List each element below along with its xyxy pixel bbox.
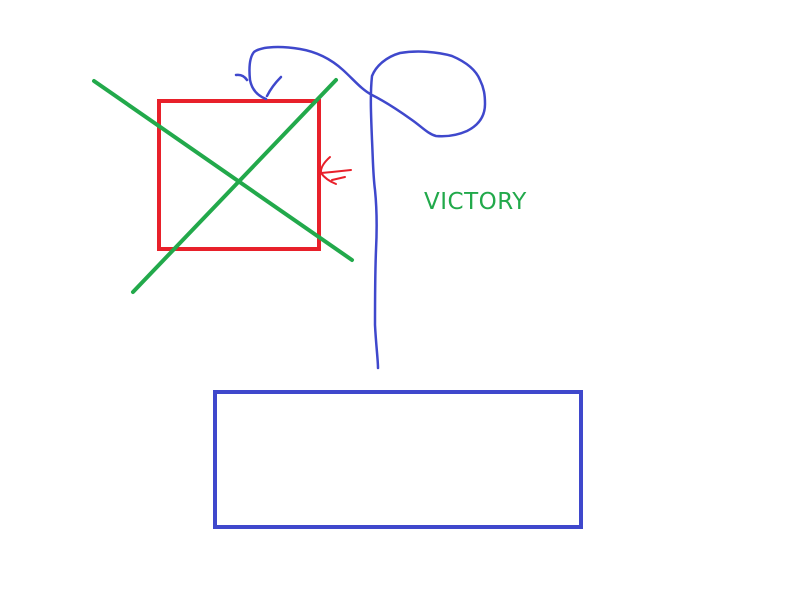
hook-tick bbox=[234, 73, 249, 82]
blue-rectangle bbox=[213, 390, 583, 529]
red-square bbox=[157, 99, 321, 251]
blue-curve bbox=[234, 45, 487, 370]
x-mark-stroke-1 bbox=[92, 79, 354, 262]
arrow-shaft bbox=[320, 169, 352, 174]
blue-curve-path bbox=[248, 45, 487, 370]
arrow-left-icon bbox=[319, 156, 352, 185]
x-mark-stroke-2 bbox=[131, 78, 338, 294]
arrow-tail bbox=[331, 176, 346, 181]
hook-tick-2 bbox=[265, 75, 283, 98]
victory-label: VICTORY bbox=[424, 189, 527, 215]
x-mark-icon bbox=[92, 78, 354, 294]
